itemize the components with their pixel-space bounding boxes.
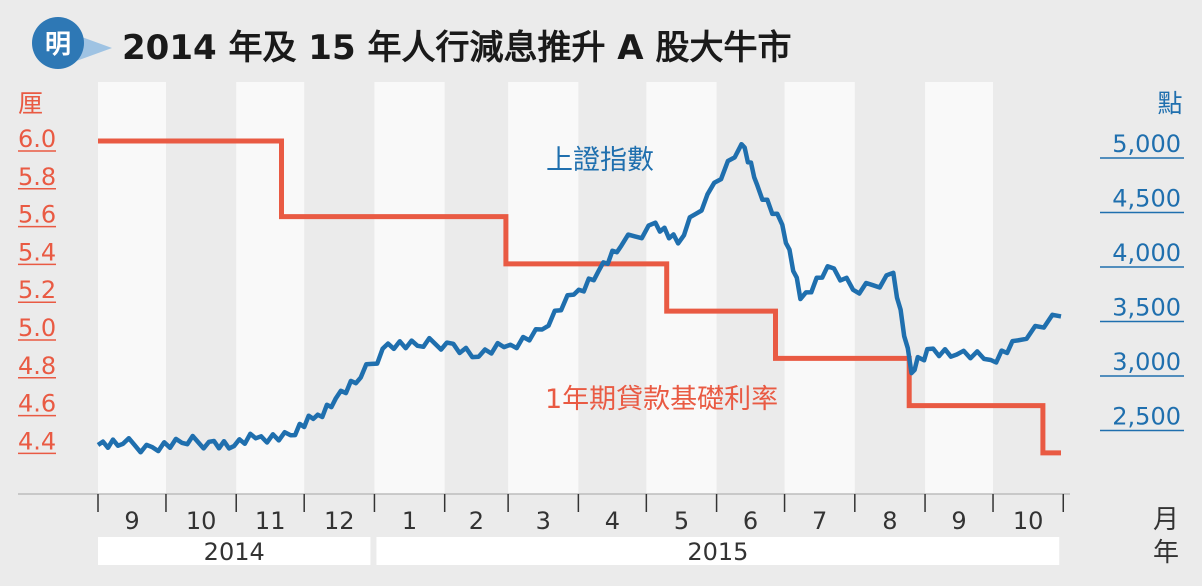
right-tick-label: 3,000 [1112, 348, 1181, 376]
month-label: 1 [402, 507, 417, 535]
year-bars: 2014 2015 [98, 537, 1060, 566]
series-line-shanghai-index [96, 141, 1062, 455]
series-label-shanghai-index: 上證指數 [546, 145, 654, 176]
left-tick-label: 4.4 [18, 427, 56, 455]
x-axis-unit-year: 年 [1153, 538, 1179, 568]
year-label: 2014 [204, 538, 265, 566]
month-band [508, 82, 579, 494]
month-label: 7 [812, 507, 827, 535]
month-label: 6 [743, 507, 758, 535]
series-line-loan-prime-rate [98, 138, 1061, 456]
month-band [925, 82, 994, 494]
year-bar [98, 537, 371, 565]
left-tick-label: 5.6 [18, 201, 56, 229]
month-label: 10 [186, 507, 217, 535]
x-axis-unit-month: 月 [1153, 505, 1179, 535]
month-label: 12 [324, 507, 355, 535]
month-label: 9 [951, 507, 966, 535]
right-tick-label: 4,000 [1112, 239, 1181, 267]
month-band [98, 82, 166, 494]
month-label: 11 [255, 507, 286, 535]
left-tick-label: 4.8 [18, 352, 56, 380]
right-tick-label: 3,500 [1112, 294, 1181, 322]
right-tick-label: 4,500 [1112, 185, 1181, 213]
left-tick-label: 4.6 [18, 390, 56, 418]
left-axis-ticks: 6.0 5.8 5.6 5.4 5.2 5.0 4.8 4.6 4.4 [18, 125, 56, 455]
header: 明 2014 年及 15 年人行減息推升 A 股大牛市 [32, 17, 791, 69]
month-label: 10 [1013, 507, 1044, 535]
left-axis-unit: 厘 [18, 89, 43, 118]
month-label: 8 [882, 507, 897, 535]
left-tick-label: 5.8 [18, 163, 56, 191]
left-tick-label: 5.4 [18, 238, 56, 266]
x-ticks [97, 494, 1065, 512]
month-bands [98, 82, 994, 494]
month-band [646, 82, 717, 494]
right-tick-label: 2,500 [1112, 403, 1181, 431]
month-label: 2 [469, 507, 484, 535]
month-band [374, 82, 445, 494]
month-label: 4 [605, 507, 620, 535]
logo-text: 明 [45, 30, 71, 60]
month-band [236, 82, 305, 494]
month-label: 3 [536, 507, 551, 535]
left-tick-label: 5.2 [18, 276, 56, 304]
month-labels: 9 10 11 12 1 2 3 4 5 6 7 8 9 10 [124, 507, 1043, 535]
month-label: 9 [124, 507, 139, 535]
year-bar [376, 537, 1060, 565]
month-band [784, 82, 855, 494]
year-label: 2015 [687, 538, 748, 566]
right-tick-label: 5,000 [1112, 130, 1181, 158]
month-label: 5 [674, 507, 689, 535]
series-label-loan-prime-rate: 1年期貸款基礎利率 [545, 384, 778, 415]
left-tick-label: 5.0 [18, 314, 56, 342]
chart-title: 2014 年及 15 年人行減息推升 A 股大牛市 [122, 28, 791, 68]
right-axis-unit: 點 [1157, 89, 1182, 118]
right-axis-ticks: 5,000 4,500 4,000 3,500 3,000 2,500 [1100, 130, 1184, 432]
left-tick-label: 6.0 [18, 125, 56, 153]
logo-icon [32, 17, 84, 69]
